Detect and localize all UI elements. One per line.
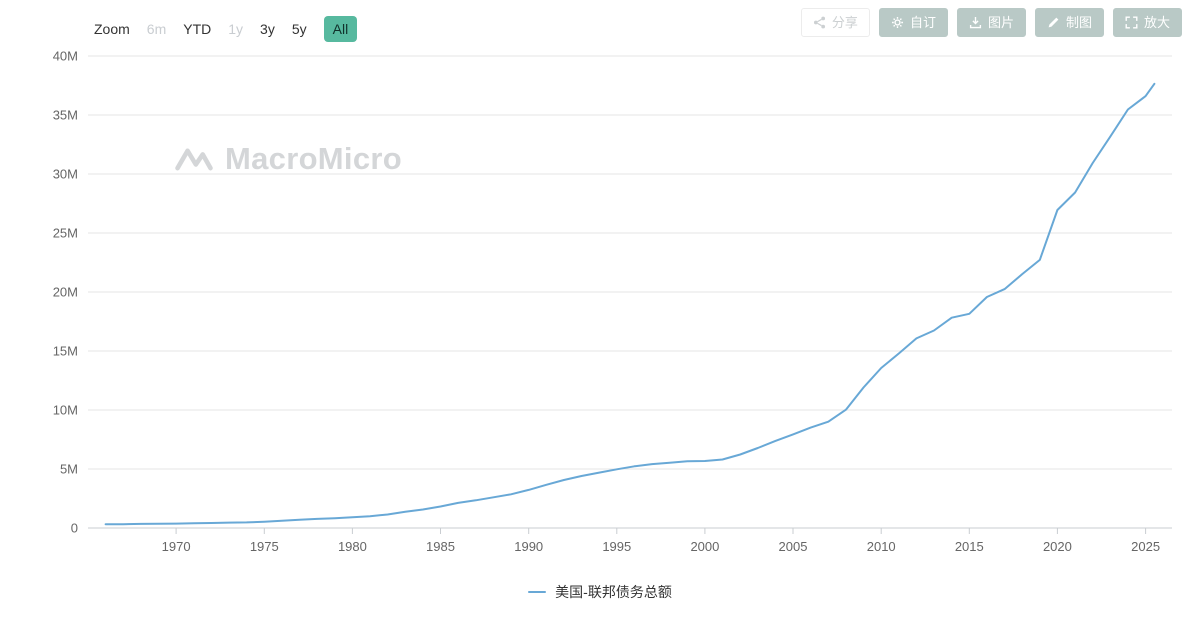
svg-text:2015: 2015 <box>955 539 984 554</box>
chart-actions: 分享 自订 图片 制图 放大 <box>800 8 1182 37</box>
svg-text:1995: 1995 <box>602 539 631 554</box>
action-label: 制图 <box>1065 15 1092 30</box>
svg-text:30M: 30M <box>53 167 78 182</box>
zoom-label: Zoom <box>94 21 130 37</box>
enlarge-button[interactable]: 放大 <box>1112 8 1182 37</box>
watermark-text: MacroMicro <box>225 141 402 176</box>
zoom-range-bar: Zoom 6m YTD 1y 3y 5y All <box>94 14 358 44</box>
range-button-5y[interactable]: 5y <box>291 21 307 37</box>
download-icon <box>969 16 982 29</box>
svg-text:2000: 2000 <box>690 539 719 554</box>
action-label: 图片 <box>987 15 1014 30</box>
svg-text:40M: 40M <box>53 49 78 64</box>
svg-text:2005: 2005 <box>779 539 808 554</box>
gear-icon <box>891 16 904 29</box>
watermark: MacroMicro <box>172 137 402 181</box>
svg-text:25M: 25M <box>53 226 78 241</box>
svg-text:2025: 2025 <box>1131 539 1160 554</box>
svg-text:2010: 2010 <box>867 539 896 554</box>
svg-text:5M: 5M <box>60 462 78 477</box>
legend-label: 美国-联邦债务总额 <box>555 584 672 600</box>
legend-item[interactable]: 美国-联邦债务总额 <box>0 582 1200 602</box>
plot-area[interactable]: 0 5M 10M 15M 20M 25M 30M 35M 40M 1970 1975 1980 1985… <box>0 0 1200 570</box>
svg-text:1985: 1985 <box>426 539 455 554</box>
svg-text:20M: 20M <box>53 285 78 300</box>
svg-text:1975: 1975 <box>250 539 279 554</box>
svg-text:15M: 15M <box>53 344 78 359</box>
action-label: 自订 <box>909 15 936 30</box>
action-label: 放大 <box>1143 15 1170 30</box>
svg-text:35M: 35M <box>53 108 78 123</box>
customize-button[interactable]: 自订 <box>878 8 948 37</box>
svg-text:1980: 1980 <box>338 539 367 554</box>
svg-text:2020: 2020 <box>1043 539 1072 554</box>
share-icon <box>813 16 826 29</box>
range-button-ytd[interactable]: YTD <box>183 21 212 37</box>
svg-text:0: 0 <box>71 521 78 536</box>
pencil-icon <box>1047 16 1060 29</box>
svg-text:1990: 1990 <box>514 539 543 554</box>
range-button-1y[interactable]: 1y <box>228 21 244 37</box>
macromicro-logo-icon <box>172 137 216 181</box>
legend-marker <box>528 590 547 594</box>
image-button[interactable]: 图片 <box>956 8 1026 37</box>
action-label: 分享 <box>831 15 858 30</box>
share-button[interactable]: 分享 <box>800 8 870 37</box>
svg-text:1970: 1970 <box>162 539 191 554</box>
svg-text:10M: 10M <box>53 403 78 418</box>
range-button-3y[interactable]: 3y <box>260 21 275 37</box>
draw-button[interactable]: 制图 <box>1034 8 1104 37</box>
range-button-all[interactable]: All <box>323 16 358 42</box>
range-button-6m[interactable]: 6m <box>146 21 167 37</box>
expand-icon <box>1125 16 1138 29</box>
